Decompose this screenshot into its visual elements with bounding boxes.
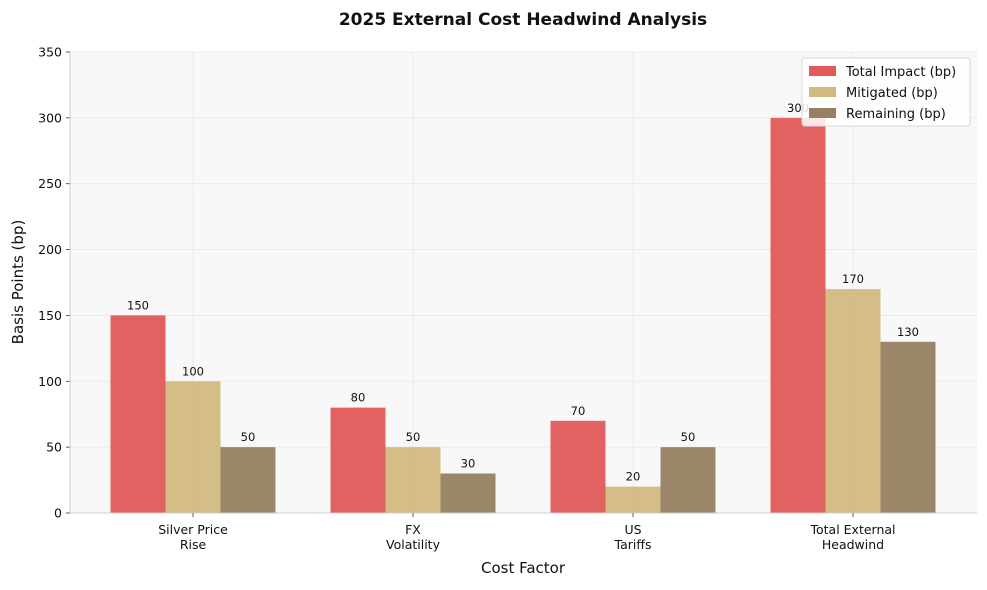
legend-swatch <box>809 108 836 118</box>
legend-label: Total Impact (bp) <box>845 65 956 80</box>
bar-value-label: 130 <box>897 325 919 339</box>
bar-value-label: 70 <box>571 404 586 418</box>
legend: Total Impact (bp) Mitigated (bp) Remaining… <box>801 57 971 127</box>
bar <box>165 381 221 513</box>
legend-label: Remaining (bp) <box>846 107 946 122</box>
y-tick-label: 100 <box>38 374 62 389</box>
bar-value-label: 20 <box>626 470 641 484</box>
legend-swatch <box>809 66 836 76</box>
bar <box>220 447 276 513</box>
bar <box>110 315 166 513</box>
x-tick-label: US Tariffs <box>614 522 652 552</box>
bar-value-label: 50 <box>681 430 696 444</box>
bar <box>330 407 386 513</box>
bar <box>550 420 606 513</box>
y-tick-label: 50 <box>46 440 62 455</box>
axes-layer <box>66 51 977 517</box>
bar <box>770 117 826 513</box>
y-tick-label: 0 <box>54 506 62 521</box>
legend-label: Mitigated (bp) <box>846 86 938 101</box>
bar-value-label: 50 <box>406 430 421 444</box>
bar <box>660 447 716 513</box>
bar <box>825 289 881 513</box>
bar <box>880 341 936 513</box>
bar-value-label: 30 <box>461 456 476 470</box>
y-tick-label: 250 <box>38 176 62 191</box>
y-tick-label: 300 <box>38 110 62 125</box>
bar <box>440 473 496 513</box>
y-tick-label: 150 <box>38 308 62 323</box>
x-tick-label: Silver Price Rise <box>158 522 228 552</box>
bar <box>385 447 441 513</box>
x-tick-label: FX Volatility <box>386 522 441 552</box>
x-tick-label: Total External Headwind <box>809 522 895 552</box>
bar-value-label: 100 <box>182 364 204 378</box>
bar <box>605 486 661 513</box>
bar-value-label: 80 <box>351 391 366 405</box>
legend-box <box>801 57 971 127</box>
x-axis-label: Cost Factor <box>481 559 566 577</box>
bar-value-label: 170 <box>842 272 864 286</box>
legend-swatch <box>809 87 836 97</box>
y-tick-label: 350 <box>38 45 62 60</box>
bar-value-label: 50 <box>241 430 256 444</box>
y-tick-label: 200 <box>38 242 62 257</box>
bar-value-label: 150 <box>127 298 149 312</box>
grid-layer <box>70 51 977 514</box>
bars-layer <box>110 117 936 513</box>
chart-title: 2025 External Cost Headwind Analysis <box>339 10 707 30</box>
y-axis-label: Basis Points (bp) <box>9 220 27 345</box>
